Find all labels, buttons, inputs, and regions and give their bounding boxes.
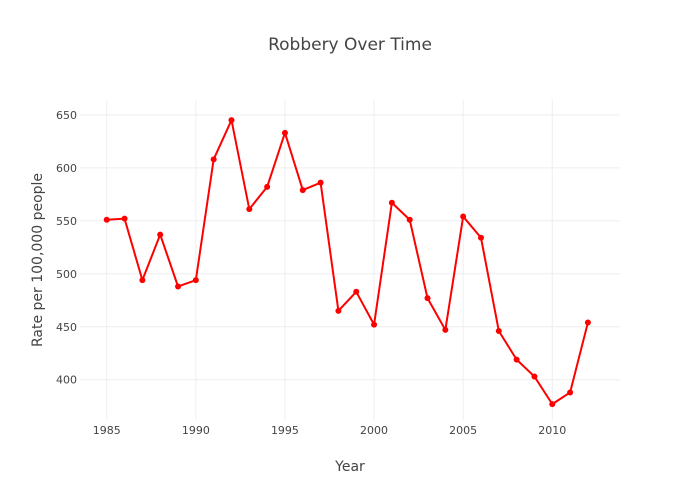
data-point-2011[interactable] [567, 389, 574, 396]
data-point-2010[interactable] [549, 401, 556, 408]
data-point-1994[interactable] [264, 183, 271, 190]
data-point-2007[interactable] [495, 327, 502, 334]
data-point-1987[interactable] [139, 277, 146, 284]
data-point-2001[interactable] [388, 199, 395, 206]
y-tick-label-2: 500 [56, 268, 77, 281]
series-line-0 [106, 119, 589, 406]
series-layer [103, 117, 591, 408]
data-point-1995[interactable] [281, 129, 288, 136]
y-axis-ticks: 400 450 500 550 600 650 [56, 109, 77, 387]
data-point-2002[interactable] [406, 216, 413, 223]
data-point-1997[interactable] [317, 179, 324, 186]
data-point-2006[interactable] [477, 234, 484, 241]
x-tick-label-0: 1985 [93, 424, 121, 437]
y-tick-label-1: 450 [56, 321, 77, 334]
x-tick-label-5: 2010 [538, 424, 566, 437]
data-point-1996[interactable] [299, 187, 306, 194]
y-axis-title: Rate per 100,000 people [30, 173, 46, 347]
data-point-2003[interactable] [424, 295, 431, 302]
data-point-2012[interactable] [584, 319, 591, 326]
data-point-1985[interactable] [103, 216, 110, 223]
data-point-1986[interactable] [121, 215, 128, 222]
x-tick-label-3: 2000 [360, 424, 388, 437]
y-tick-label-3: 550 [56, 215, 77, 228]
x-tick-label-1: 1990 [182, 424, 210, 437]
x-axis-ticks: 1985 1990 1995 2000 2005 2010 [93, 424, 567, 437]
y-gridlines [80, 114, 620, 381]
y-tick-label-4: 600 [56, 162, 77, 175]
data-point-2004[interactable] [442, 326, 449, 333]
data-point-1998[interactable] [335, 307, 342, 314]
y-tick-label-0: 400 [56, 374, 77, 387]
x-axis-title: Year [334, 459, 365, 475]
x-gridlines [106, 100, 553, 420]
chart-title: Robbery Over Time [268, 35, 432, 55]
data-point-1991[interactable] [210, 156, 217, 163]
data-point-1989[interactable] [175, 283, 182, 290]
data-point-1992[interactable] [228, 117, 235, 124]
y-tick-label-5: 650 [56, 109, 77, 122]
data-point-1999[interactable] [353, 288, 360, 295]
data-point-1993[interactable] [246, 206, 253, 213]
data-point-2009[interactable] [531, 373, 538, 380]
data-point-1988[interactable] [157, 231, 164, 238]
x-tick-label-2: 1995 [271, 424, 299, 437]
data-point-2000[interactable] [371, 321, 378, 328]
x-tick-label-4: 2005 [449, 424, 477, 437]
data-point-2008[interactable] [513, 356, 520, 363]
data-point-2005[interactable] [460, 213, 467, 220]
data-point-1990[interactable] [192, 277, 199, 284]
